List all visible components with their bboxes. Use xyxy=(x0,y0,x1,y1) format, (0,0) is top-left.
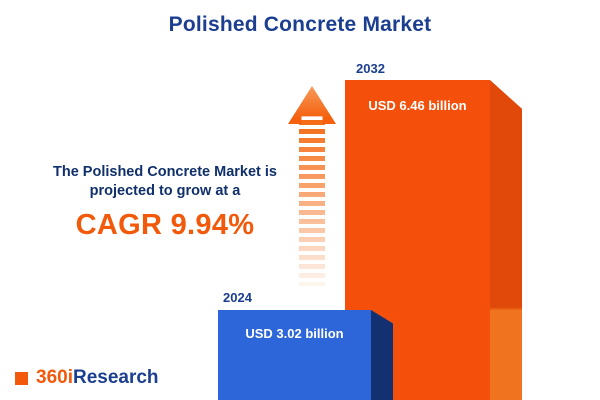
logo-text-research: Research xyxy=(72,367,159,388)
brand-logo: 360i Research xyxy=(15,367,159,389)
year-label-2032: 2032 xyxy=(356,61,385,76)
bar-2032-side-face xyxy=(490,80,522,400)
logo-text-360i: 360i xyxy=(36,367,73,388)
annotation-block: The Polished Concrete Market is projecte… xyxy=(22,163,308,242)
bar-value-2032: USD 6.46 billion xyxy=(368,98,467,113)
bar-value-2024: USD 3.02 billion xyxy=(245,326,344,341)
cagr-value: CAGR 9.94% xyxy=(75,209,255,241)
bar-2024 xyxy=(218,310,371,400)
up-arrow-icon xyxy=(288,86,336,124)
growth-arrow xyxy=(288,86,336,286)
year-label-2024: 2024 xyxy=(223,290,252,305)
annotation-line-1: The Polished Concrete Market is xyxy=(52,164,277,180)
growth-arrow-shaft xyxy=(299,120,325,286)
logo-square-icon xyxy=(15,371,28,385)
chart-title: Polished Concrete Market xyxy=(168,13,432,36)
bar-2024-side-face xyxy=(371,310,393,400)
annotation-line-2: projected to grow at a xyxy=(89,183,241,199)
